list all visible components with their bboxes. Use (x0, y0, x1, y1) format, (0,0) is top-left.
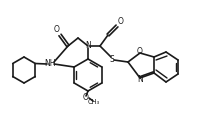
Text: NH: NH (44, 58, 56, 68)
Text: O: O (118, 18, 124, 26)
Text: CH₃: CH₃ (88, 99, 100, 105)
Text: N: N (85, 42, 91, 51)
Text: S: S (110, 55, 114, 64)
Text: O: O (137, 46, 143, 55)
Text: O: O (54, 26, 60, 35)
Text: O: O (83, 93, 89, 102)
Text: N: N (137, 75, 143, 84)
